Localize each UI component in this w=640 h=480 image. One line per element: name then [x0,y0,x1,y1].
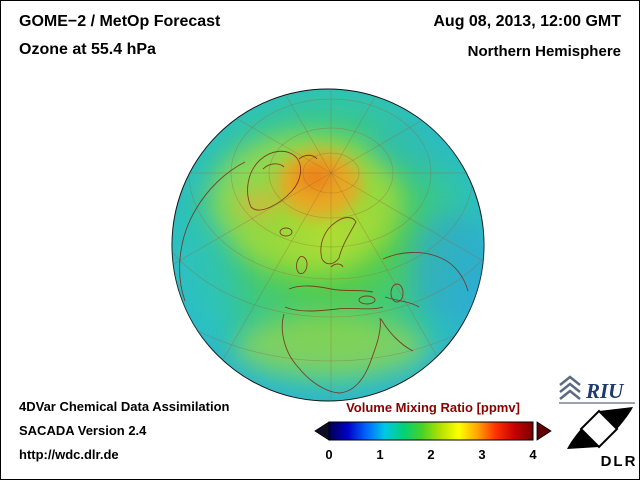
colorbar [314,421,552,441]
colorbar-tick-label: 0 [325,447,333,462]
colorbar-tick-label: 1 [376,447,384,462]
riu-logo-text: RIU [585,379,625,403]
figure-subtitle: Ozone at 55.4 hPa [19,41,156,58]
figure-date: Aug 08, 2013, 12:00 GMT [433,13,621,30]
colorbar-tick-label: 2 [427,447,435,462]
colorbar-gradient [328,421,534,441]
dlr-diamond-icon [567,407,633,449]
figure-title: GOME−2 / MetOp Forecast [19,13,221,30]
footer-url: http://wdc.dlr.de [19,447,119,462]
dlr-logo: DLR [567,407,638,470]
colorbar-arrow-right [536,421,552,441]
riu-wave-icon [559,375,581,400]
colorbar-tick-label: 3 [478,447,486,462]
coastlines [179,150,469,394]
footer-assimilation: 4DVar Chemical Data Assimilation [19,399,230,414]
riu-logo: RIU [559,375,635,404]
colorbar-title: Volume Mixing Ratio [ppmv] [346,400,520,415]
colorbar-tick-label: 4 [529,447,537,462]
dlr-logo-text: DLR [601,453,638,470]
colorbar-ticks: 0 1 2 3 4 [325,447,537,463]
footer-version: SACADA Version 2.4 [19,423,147,438]
colorbar-arrow-left [314,421,330,441]
figure-region: Northern Hemisphere [467,43,621,60]
